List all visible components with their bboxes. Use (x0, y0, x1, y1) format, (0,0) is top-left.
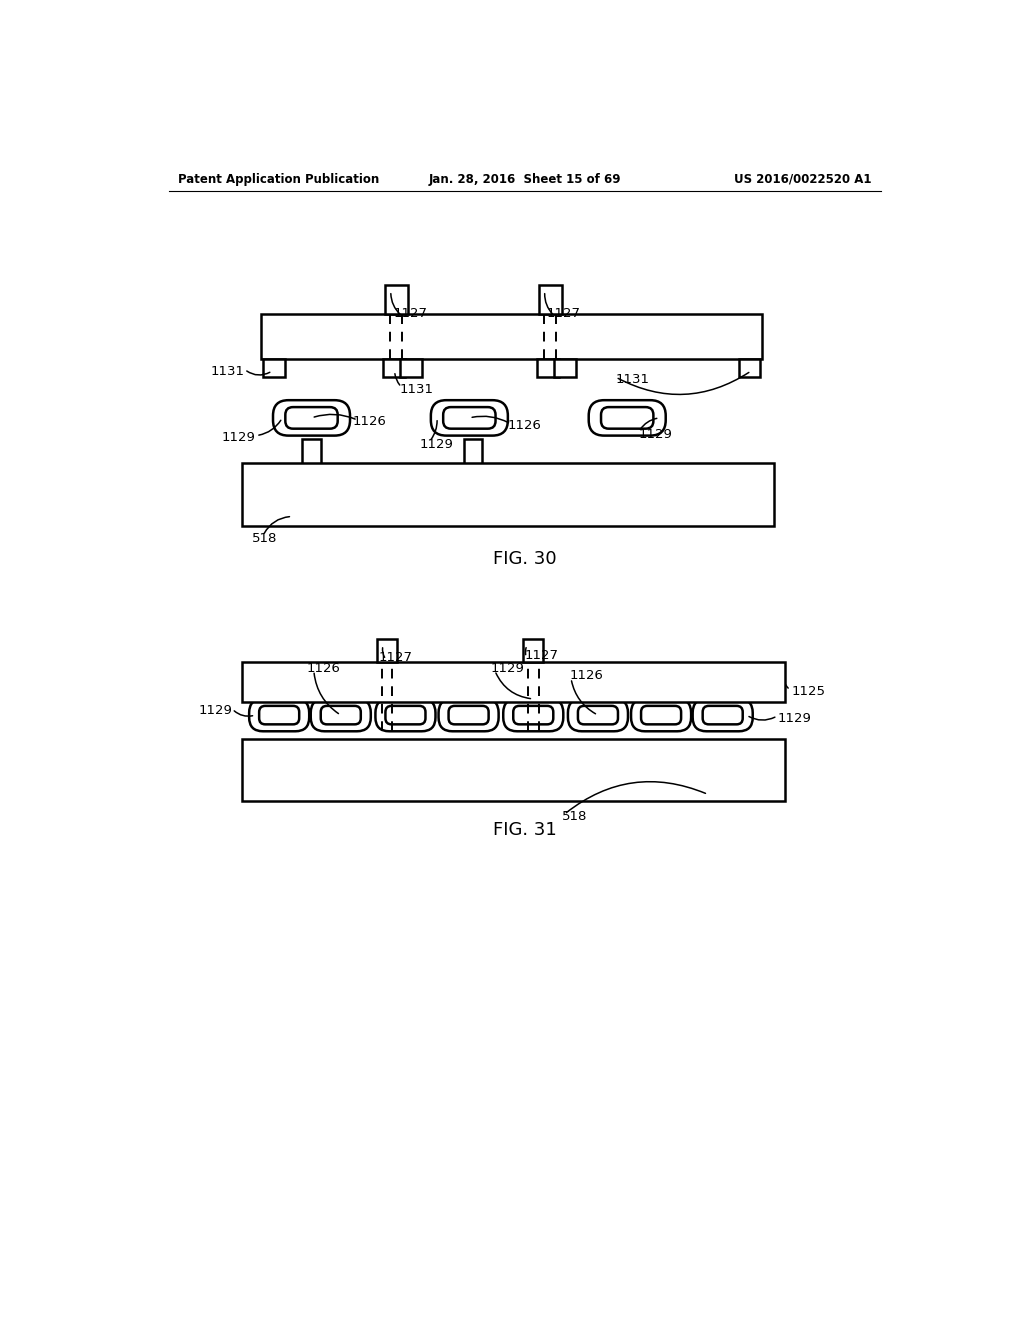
Text: 1129: 1129 (777, 711, 811, 725)
Bar (302, 440, 321, 465)
FancyBboxPatch shape (589, 400, 666, 436)
Text: Jan. 28, 2016  Sheet 15 of 69: Jan. 28, 2016 Sheet 15 of 69 (429, 173, 621, 186)
FancyBboxPatch shape (503, 700, 563, 731)
Bar (243, 739, 785, 800)
Text: 518: 518 (562, 810, 587, 824)
Text: 1129: 1129 (490, 661, 524, 675)
Text: 1131: 1131 (400, 383, 434, 396)
Text: FIG. 31: FIG. 31 (493, 821, 557, 838)
FancyBboxPatch shape (443, 407, 496, 429)
FancyBboxPatch shape (631, 700, 691, 731)
Text: 1125: 1125 (792, 685, 825, 698)
Text: 1131: 1131 (615, 372, 649, 385)
Bar (383, 359, 404, 378)
Bar (523, 639, 544, 663)
Text: 1129: 1129 (199, 704, 232, 717)
Bar (464, 440, 482, 465)
FancyBboxPatch shape (641, 706, 681, 725)
FancyBboxPatch shape (702, 706, 742, 725)
Text: 1126: 1126 (508, 418, 542, 432)
Bar (538, 359, 559, 378)
FancyBboxPatch shape (385, 706, 425, 725)
FancyBboxPatch shape (601, 407, 653, 429)
Text: 1126: 1126 (352, 416, 386, 428)
Bar (539, 285, 562, 314)
FancyBboxPatch shape (273, 400, 350, 436)
FancyBboxPatch shape (578, 706, 617, 725)
Bar (243, 462, 773, 525)
FancyBboxPatch shape (259, 706, 299, 725)
Text: 1129: 1129 (221, 430, 255, 444)
FancyBboxPatch shape (249, 700, 309, 731)
Text: 1129: 1129 (639, 428, 673, 441)
FancyBboxPatch shape (692, 700, 753, 731)
Text: 1127: 1127 (379, 651, 413, 664)
Text: 1127: 1127 (524, 648, 559, 661)
FancyBboxPatch shape (438, 700, 499, 731)
Bar (377, 639, 397, 663)
Text: 1126: 1126 (569, 669, 603, 682)
Text: 1126: 1126 (306, 661, 340, 675)
Text: 1129: 1129 (419, 438, 454, 451)
FancyBboxPatch shape (321, 706, 360, 725)
FancyBboxPatch shape (449, 706, 488, 725)
Text: 1127: 1127 (394, 308, 428, 321)
FancyBboxPatch shape (310, 700, 371, 731)
Text: 1127: 1127 (547, 308, 581, 321)
FancyBboxPatch shape (513, 706, 553, 725)
FancyBboxPatch shape (376, 700, 435, 731)
Bar (554, 359, 575, 378)
Bar (263, 359, 285, 378)
Text: FIG. 30: FIG. 30 (493, 550, 557, 568)
Bar (385, 285, 408, 314)
Bar (400, 359, 422, 378)
FancyBboxPatch shape (431, 400, 508, 436)
FancyBboxPatch shape (568, 700, 628, 731)
Bar (261, 314, 762, 359)
Text: 518: 518 (252, 532, 278, 545)
Bar (739, 359, 761, 378)
FancyBboxPatch shape (286, 407, 338, 429)
Text: US 2016/0022520 A1: US 2016/0022520 A1 (734, 173, 871, 186)
Text: Patent Application Publication: Patent Application Publication (178, 173, 380, 186)
Bar (243, 663, 785, 702)
Text: 1131: 1131 (211, 366, 245, 379)
